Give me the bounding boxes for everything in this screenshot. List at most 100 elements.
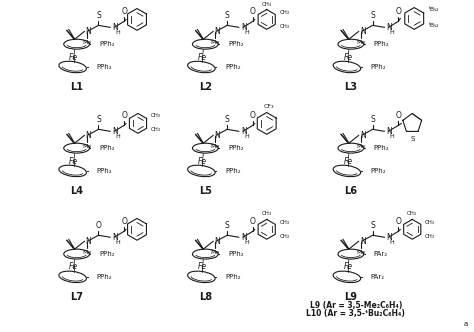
Text: N: N xyxy=(386,233,392,242)
Text: O: O xyxy=(250,217,256,226)
Text: CH₃: CH₃ xyxy=(280,24,290,29)
Text: H: H xyxy=(115,30,120,35)
Text: O: O xyxy=(395,217,401,226)
Text: H: H xyxy=(390,240,394,245)
Text: L4: L4 xyxy=(70,186,83,196)
Text: Me: Me xyxy=(210,40,220,45)
Text: Me: Me xyxy=(356,40,365,45)
Text: PPh₂: PPh₂ xyxy=(225,168,241,174)
Text: S: S xyxy=(370,116,375,124)
Text: Me: Me xyxy=(356,144,365,149)
Text: S: S xyxy=(410,136,414,142)
Text: H: H xyxy=(390,134,394,139)
Text: Fe: Fe xyxy=(198,156,207,166)
Text: S: S xyxy=(96,116,101,124)
Text: L2: L2 xyxy=(199,82,212,92)
Text: CH₃: CH₃ xyxy=(280,10,290,15)
Text: PAr₂: PAr₂ xyxy=(371,274,385,280)
Text: N: N xyxy=(214,237,220,246)
Text: Fe: Fe xyxy=(69,52,78,61)
Text: PPh₂: PPh₂ xyxy=(100,251,115,257)
Text: L5: L5 xyxy=(199,186,212,196)
Text: L9: L9 xyxy=(344,292,357,302)
Text: CH₃: CH₃ xyxy=(425,234,435,239)
Text: L8: L8 xyxy=(199,292,212,302)
Text: O: O xyxy=(250,112,256,121)
Text: S: S xyxy=(96,11,101,21)
Text: N: N xyxy=(360,27,365,36)
Text: N: N xyxy=(241,127,246,136)
Text: L3: L3 xyxy=(344,82,357,92)
Text: CH₃: CH₃ xyxy=(151,127,161,132)
Text: ᵗBu: ᵗBu xyxy=(429,23,439,28)
Text: H: H xyxy=(115,240,120,245)
Text: PPh₂: PPh₂ xyxy=(225,64,241,70)
Text: CH₃: CH₃ xyxy=(280,234,290,239)
Text: S: S xyxy=(370,11,375,21)
Text: H: H xyxy=(244,30,249,35)
Text: S: S xyxy=(225,116,229,124)
Text: H: H xyxy=(244,134,249,139)
Text: PPh₂: PPh₂ xyxy=(100,145,115,151)
Text: O: O xyxy=(395,8,401,17)
Text: N: N xyxy=(112,127,118,136)
Text: PPh₂: PPh₂ xyxy=(228,41,244,47)
Text: O: O xyxy=(121,112,127,121)
Text: Fe: Fe xyxy=(198,52,207,61)
Text: Fe: Fe xyxy=(343,263,353,272)
Text: PPh₂: PPh₂ xyxy=(96,274,112,280)
Text: O: O xyxy=(250,8,256,17)
Text: L7: L7 xyxy=(70,292,83,302)
Text: N: N xyxy=(85,131,91,140)
Text: O: O xyxy=(95,221,101,230)
Text: PPh₂: PPh₂ xyxy=(96,168,112,174)
Text: PPh₂: PPh₂ xyxy=(228,145,244,151)
Text: a: a xyxy=(464,321,468,327)
Text: PAr₂: PAr₂ xyxy=(374,251,388,257)
Text: Fe: Fe xyxy=(198,263,207,272)
Text: Me: Me xyxy=(82,144,91,149)
Text: N: N xyxy=(386,23,392,32)
Text: S: S xyxy=(225,221,229,230)
Text: O: O xyxy=(121,8,127,17)
Text: N: N xyxy=(214,27,220,36)
Text: N: N xyxy=(360,237,365,246)
Text: L6: L6 xyxy=(344,186,357,196)
Text: Me: Me xyxy=(210,144,220,149)
Text: N: N xyxy=(85,27,91,36)
Text: PPh₂: PPh₂ xyxy=(374,41,389,47)
Text: PPh₂: PPh₂ xyxy=(100,41,115,47)
Text: N: N xyxy=(85,237,91,246)
Text: N: N xyxy=(214,131,220,140)
Text: Fe: Fe xyxy=(343,52,353,61)
Text: CF₃: CF₃ xyxy=(264,104,274,109)
Text: H: H xyxy=(115,134,120,139)
Text: CH₃: CH₃ xyxy=(280,220,290,225)
Text: N: N xyxy=(360,131,365,140)
Text: CH₃: CH₃ xyxy=(262,2,272,7)
Text: CH₃: CH₃ xyxy=(425,220,435,225)
Text: PPh₂: PPh₂ xyxy=(96,64,112,70)
Text: Me: Me xyxy=(356,250,365,255)
Text: O: O xyxy=(121,217,127,226)
Text: PPh₂: PPh₂ xyxy=(371,168,386,174)
Text: PPh₂: PPh₂ xyxy=(374,145,389,151)
Text: CH₃: CH₃ xyxy=(407,211,417,216)
Text: H: H xyxy=(244,240,249,245)
Text: PPh₂: PPh₂ xyxy=(371,64,386,70)
Text: CH₃: CH₃ xyxy=(151,113,161,118)
Text: N: N xyxy=(241,233,246,242)
Text: Me: Me xyxy=(82,40,91,45)
Text: L1: L1 xyxy=(70,82,83,92)
Text: CH₃: CH₃ xyxy=(262,211,272,216)
Text: O: O xyxy=(395,112,401,121)
Text: S: S xyxy=(370,221,375,230)
Text: L10 (Ar = 3,5-ᵗBu₂C₆H₄): L10 (Ar = 3,5-ᵗBu₂C₆H₄) xyxy=(306,308,405,317)
Text: H: H xyxy=(390,30,394,35)
Text: S: S xyxy=(225,11,229,21)
Text: ᵗBu: ᵗBu xyxy=(429,7,439,12)
Text: Me: Me xyxy=(82,250,91,255)
Text: Me: Me xyxy=(210,250,220,255)
Text: N: N xyxy=(386,127,392,136)
Text: N: N xyxy=(112,23,118,32)
